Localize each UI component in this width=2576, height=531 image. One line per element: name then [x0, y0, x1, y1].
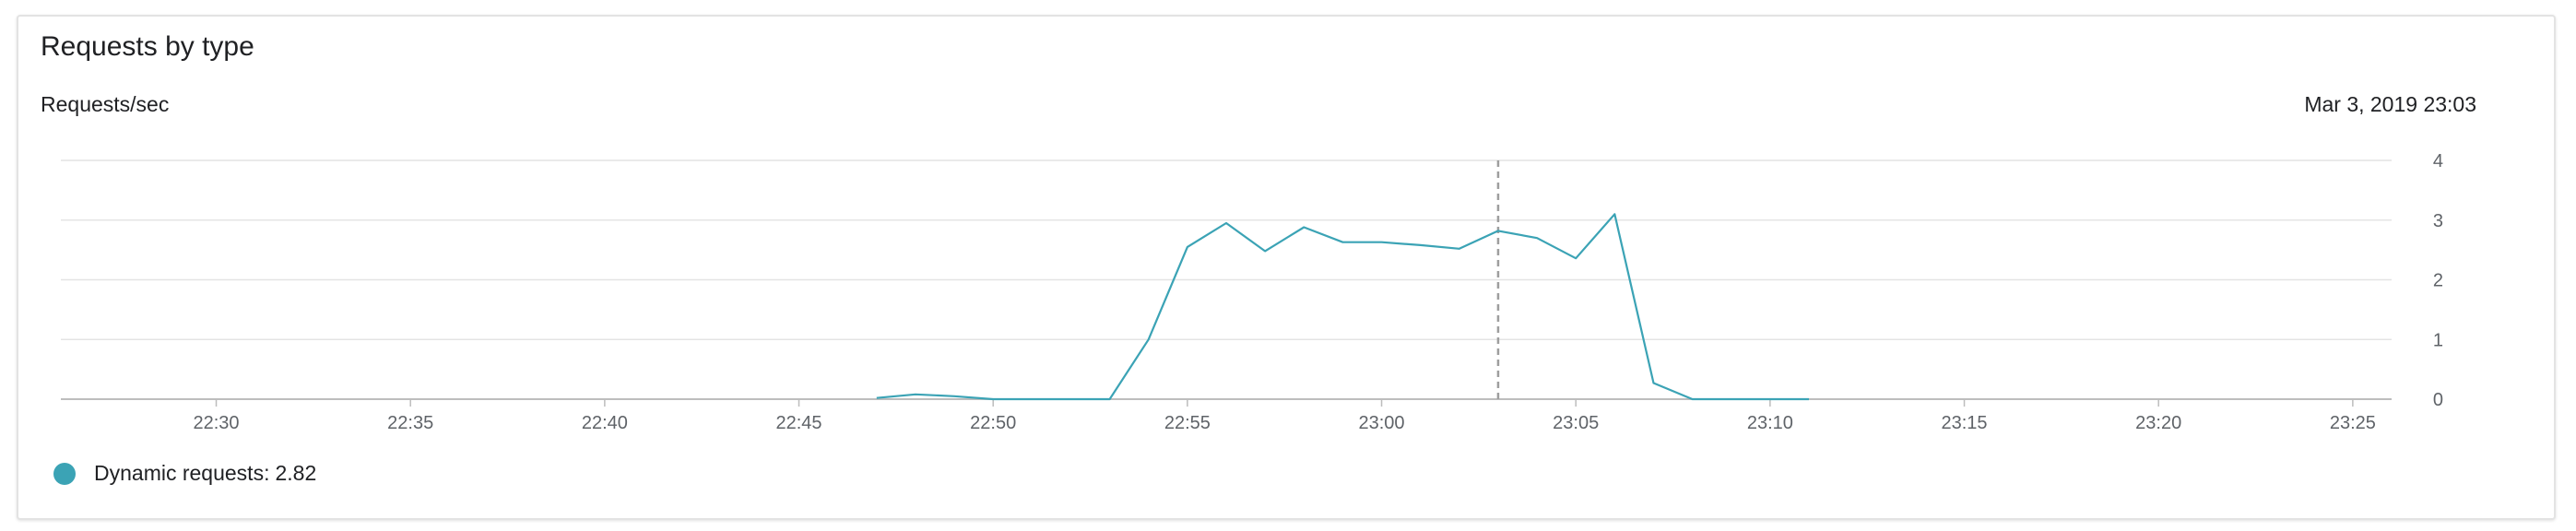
x-tick-label: 22:35 [387, 413, 433, 433]
y-tick-label: 1 [2433, 330, 2443, 350]
x-tick-label: 23:25 [2330, 413, 2376, 433]
legend-swatch [53, 462, 76, 485]
legend-label: Dynamic requests: [94, 461, 270, 485]
x-tick-label: 23:20 [2135, 413, 2181, 433]
x-tick-label: 22:45 [776, 413, 822, 433]
x-tick-label: 22:50 [970, 413, 1016, 433]
x-tick-label: 22:40 [582, 413, 628, 433]
y-tick-label: 2 [2433, 271, 2443, 291]
cursor-timestamp: Mar 3, 2019 23:03 [2304, 92, 2476, 116]
chart-card [17, 15, 2556, 520]
x-tick-label: 23:05 [1553, 413, 1599, 433]
series-line [876, 213, 1809, 401]
legend-item: Dynamic requests: 2.82 [94, 461, 316, 486]
unit-label: Requests/sec [41, 92, 170, 116]
y-tick-label: 3 [2433, 211, 2443, 231]
legend-value: 2.82 [275, 461, 317, 485]
x-tick-label: 22:55 [1164, 413, 1211, 433]
legend[interactable]: Dynamic requests: 2.82 [53, 461, 316, 486]
x-tick-label: 23:15 [1942, 413, 1988, 433]
x-tick-label: 23:10 [1747, 413, 1793, 433]
y-tick-label: 0 [2433, 390, 2443, 410]
x-tick-label: 22:30 [194, 413, 240, 433]
y-tick-label: 4 [2433, 151, 2443, 171]
chart-title: Requests by type [41, 31, 254, 62]
x-tick-label: 23:00 [1359, 413, 1405, 433]
